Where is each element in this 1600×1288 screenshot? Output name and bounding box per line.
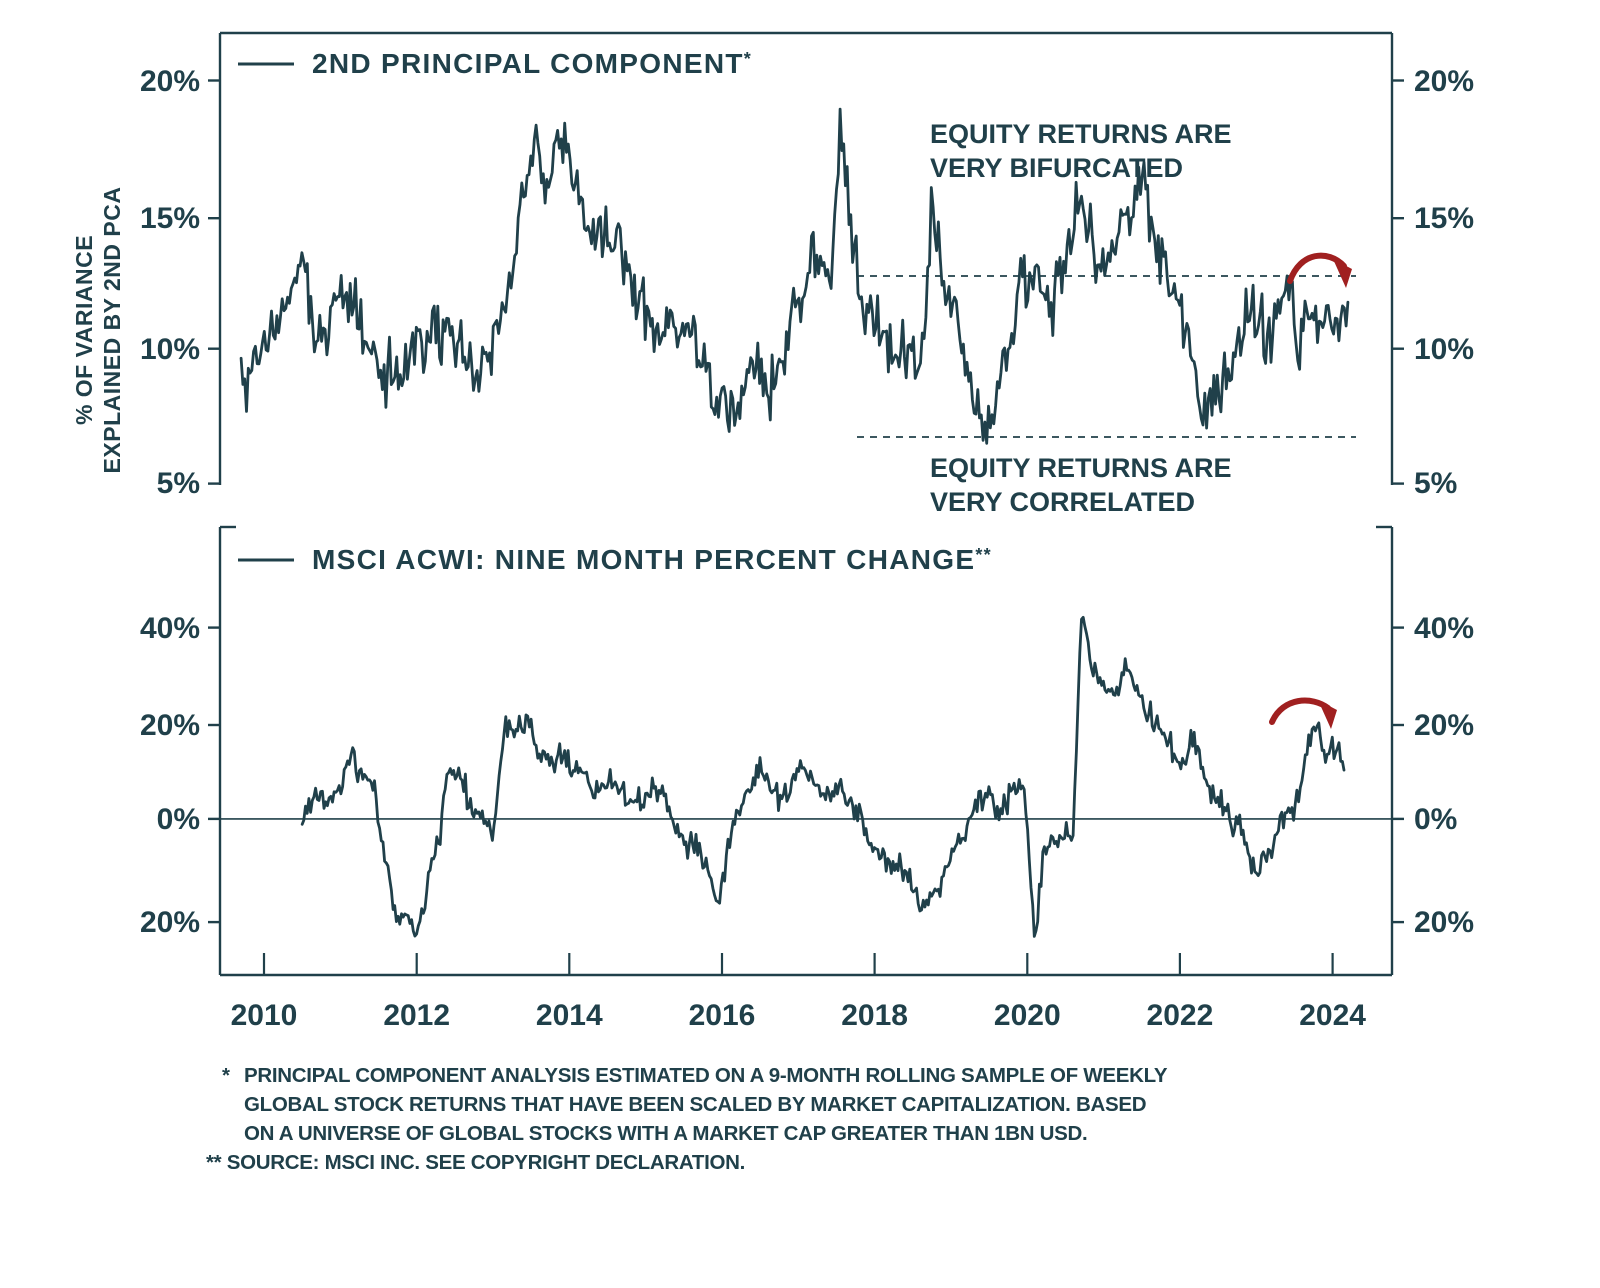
svg-text:2020: 2020 <box>994 999 1061 1032</box>
svg-text:2014: 2014 <box>536 999 603 1032</box>
svg-text:15%: 15% <box>1414 202 1474 235</box>
svg-text:EQUITY RETURNS ARE: EQUITY RETURNS ARE <box>930 119 1232 149</box>
svg-text:EQUITY RETURNS ARE: EQUITY RETURNS ARE <box>930 453 1232 483</box>
svg-text:2016: 2016 <box>689 999 756 1032</box>
svg-text:20%: 20% <box>140 709 200 742</box>
svg-text:20%: 20% <box>140 65 200 98</box>
svg-text:VERY BIFURCATED: VERY BIFURCATED <box>930 153 1183 183</box>
svg-text:0%: 0% <box>1414 803 1457 836</box>
svg-text:40%: 40% <box>140 612 200 645</box>
svg-text:20%: 20% <box>140 906 200 939</box>
svg-text:10%: 10% <box>140 333 200 366</box>
svg-text:2010: 2010 <box>231 999 298 1032</box>
svg-text:VERY CORRELATED: VERY CORRELATED <box>930 487 1195 517</box>
svg-text:20%: 20% <box>1414 906 1474 939</box>
svg-text:2022: 2022 <box>1147 999 1214 1032</box>
svg-text:2012: 2012 <box>383 999 450 1032</box>
svg-text:10%: 10% <box>1414 333 1474 366</box>
svg-text:*: * <box>222 1064 230 1087</box>
svg-text:15%: 15% <box>140 202 200 235</box>
svg-text:5%: 5% <box>1414 467 1457 500</box>
svg-text:MSCI ACWI: NINE MONTH PERCENT: MSCI ACWI: NINE MONTH PERCENT CHANGE** <box>312 544 992 575</box>
svg-text:GLOBAL STOCK RETURNS THAT HAVE: GLOBAL STOCK RETURNS THAT HAVE BEEN SCAL… <box>244 1093 1146 1116</box>
svg-text:ON A UNIVERSE OF GLOBAL STOCKS: ON A UNIVERSE OF GLOBAL STOCKS WITH A MA… <box>244 1122 1087 1145</box>
svg-text:20%: 20% <box>1414 709 1474 742</box>
svg-text:40%: 40% <box>1414 612 1474 645</box>
svg-text:% OF VARIANCE: % OF VARIANCE <box>71 235 97 425</box>
svg-text:2018: 2018 <box>841 999 908 1032</box>
svg-text:5%: 5% <box>157 467 200 500</box>
svg-text:** SOURCE: MSCI INC. SEE COPYR: ** SOURCE: MSCI INC. SEE COPYRIGHT DECLA… <box>206 1151 745 1174</box>
svg-text:20%: 20% <box>1414 65 1474 98</box>
svg-text:2024: 2024 <box>1299 999 1366 1032</box>
svg-text:0%: 0% <box>157 803 200 836</box>
svg-text:2ND PRINCIPAL COMPONENT*: 2ND PRINCIPAL COMPONENT* <box>312 48 752 79</box>
svg-text:PRINCIPAL COMPONENT ANALYSIS E: PRINCIPAL COMPONENT ANALYSIS ESTIMATED O… <box>244 1064 1168 1087</box>
svg-text:EXPLAINED BY 2ND PCA: EXPLAINED BY 2ND PCA <box>99 187 125 474</box>
